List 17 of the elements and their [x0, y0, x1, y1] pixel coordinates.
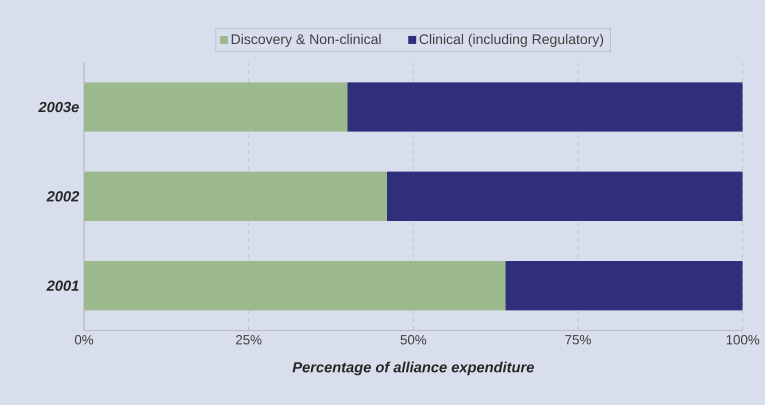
- x-tick-label: 50%: [400, 335, 426, 344]
- y-tick-label: 2002: [46, 191, 80, 202]
- x-tick-label: 0%: [74, 335, 94, 344]
- x-tick-label: 75%: [565, 335, 591, 344]
- bar: [84, 82, 348, 132]
- y-tick-label: 2003e: [38, 102, 79, 112]
- bar: [84, 172, 387, 222]
- x-axis-title: Percentage of alliance expenditure: [292, 362, 534, 376]
- bar: [347, 82, 743, 132]
- y-tick-label: 2001: [46, 280, 78, 291]
- legend-label: Discovery & Non-clinical: [232, 34, 381, 47]
- legend-label: Clinical (including Regulatory): [420, 34, 604, 47]
- x-tick-label: 100%: [726, 335, 760, 344]
- bar: [506, 261, 743, 310]
- bar: [386, 172, 743, 222]
- x-tick-label: 25%: [236, 335, 262, 344]
- bar: [84, 261, 506, 310]
